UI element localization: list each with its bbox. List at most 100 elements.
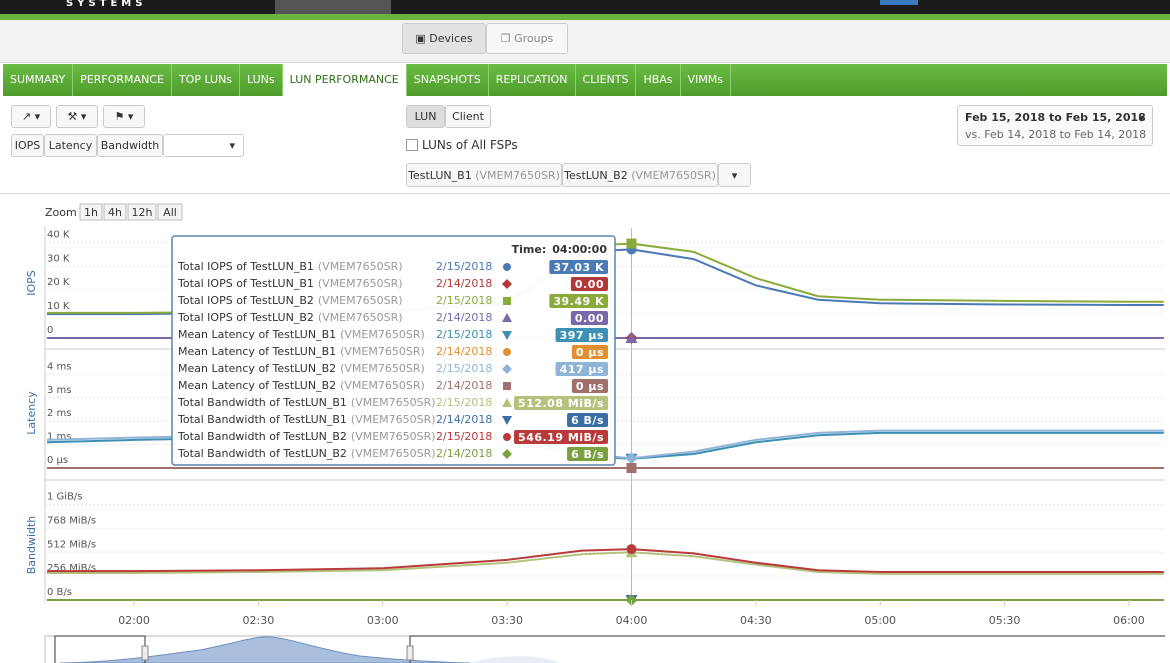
row-metric: Total IOPS of TestLUN_B1 [177,277,314,290]
metric-dropdown[interactable]: ▾ [163,134,244,157]
tab[interactable]: SUMMARY [3,64,74,96]
row-value: 39.49 K [553,295,604,308]
row-device: (VMEM7650SR) [340,328,425,341]
all-fsps-checkbox[interactable] [406,139,418,151]
tooltip-row: Total Bandwidth of TestLUN_B1 (VMEM7650SR… [177,413,436,426]
value-badge [549,294,608,308]
lun-chip[interactable]: TestLUN_B1 (VMEM7650SR) [406,163,562,187]
tooltip-row: Mean Latency of TestLUN_B1 (VMEM7650SR) [178,328,425,341]
tab[interactable]: CLIENTS [576,64,637,96]
y-tick-label: 768 MiB/s [47,515,96,526]
row-device: (VMEM7650SR) [351,413,436,426]
value-badge [567,413,608,427]
mode-lun[interactable]: LUN [406,105,445,128]
lun-device: (VMEM7650SR) [475,168,560,182]
navigator-handle[interactable] [406,645,414,661]
lun-dropdown[interactable]: ▾ [718,163,751,187]
tooltip-row: Total Bandwidth of TestLUN_B2 (VMEM7650SR… [177,430,436,443]
value-badge [514,430,608,444]
tab[interactable]: LUN PERFORMANCE [282,64,407,96]
lun-chip[interactable]: TestLUN_B2 (VMEM7650SR) [562,163,718,187]
zoom-option[interactable]: 4h [108,206,122,219]
x-tick-label: 03:30 [491,614,523,627]
zoom-button[interactable] [103,203,127,221]
tab[interactable]: TOP LUNs [172,64,241,96]
marker [503,297,511,305]
row-device: (VMEM7650SR) [318,294,403,307]
tooltip-row: Total IOPS of TestLUN_B1 (VMEM7650SR) [177,277,403,290]
mode-client[interactable]: Client [445,105,491,128]
date-range: Feb 15, 2018 to Feb 15, 2018 [965,110,1146,124]
row-device: (VMEM7650SR) [340,362,425,375]
series-line [47,551,1164,575]
tools-button[interactable]: ⚒ ▾ [56,105,98,128]
tooltip-time: Time: 04:00:00 [512,243,608,256]
marker [625,452,638,465]
metric-bandwidth[interactable]: Bandwidth [97,134,163,157]
lun-name: TestLUN_B2 [564,168,628,182]
marker [502,331,512,340]
tab[interactable]: PERFORMANCE [73,64,172,96]
zoom-button[interactable] [79,203,103,221]
row-date: 2/15/2018 [436,294,492,307]
row-value: 512.08 MiB/s [518,397,604,410]
view-label: Groups [514,32,554,45]
row-device: (VMEM7650SR) [351,396,436,409]
row-value: 6 B/s [571,448,604,461]
x-tick-label: 06:00 [1113,614,1145,627]
row-metric: Total IOPS of TestLUN_B1 [177,260,314,273]
tab[interactable]: REPLICATION [489,64,576,96]
x-tick-label: 03:00 [367,614,399,627]
marker [502,279,512,289]
zoom-button[interactable] [127,203,157,221]
marker [503,348,511,356]
export-button[interactable]: ↗ ▾ [11,105,51,128]
value-badge [571,379,608,393]
tab[interactable]: HBAs [636,64,681,96]
tooltip-row: Total IOPS of TestLUN_B2 (VMEM7650SR) [177,311,403,324]
row-device: (VMEM7650SR) [318,277,403,290]
view-groups[interactable]: ❐ Groups [486,23,568,54]
axis-title: Bandwidth [25,516,38,575]
time-value: 04:00:00 [552,243,607,256]
view-devices[interactable]: ▣ Devices [402,23,486,54]
row-value: 0.00 [575,278,604,291]
tooltip: Time: 04:00:00 Total IOPS of TestLUN_B1 (VM… [171,235,616,466]
y-tick-label: 256 MiB/s [47,563,96,574]
marker [502,364,512,374]
date-picker[interactable]: Feb 15, 2018 to Feb 15, 2018 vs. Feb 14,… [957,105,1153,146]
row-value: 0.00 [575,312,604,325]
tab[interactable]: VIMMs [681,64,732,96]
row-metric: Total Bandwidth of TestLUN_B2 [177,430,347,443]
row-metric: Total Bandwidth of TestLUN_B1 [177,413,347,426]
tooltip-row: Total Bandwidth of TestLUN_B1 (VMEM7650SR… [177,396,436,409]
metric-latency[interactable]: Latency [44,134,97,157]
row-metric: Mean Latency of TestLUN_B1 [178,328,336,341]
series-line [47,548,1164,573]
tab-bar: SUMMARY PERFORMANCE TOP LUNs LUNs LUN PERFOR… [3,64,1167,96]
row-device: (VMEM7650SR) [340,379,425,392]
value-badge [514,396,608,410]
tab[interactable]: SNAPSHOTS [407,64,489,96]
axis-title: IOPS [25,270,38,296]
metric-iops[interactable]: IOPS [11,134,44,157]
row-date: 2/15/2018 [436,430,492,443]
row-value: 0 µs [576,380,604,393]
y-tick-label: 2 ms [47,408,72,419]
y-tick-label: 0 µs [47,455,68,466]
zoom-option[interactable]: 1h [84,206,98,219]
row-date: 2/15/2018 [436,328,492,341]
row-value: 0 µs [576,346,604,359]
row-date: 2/15/2018 [436,396,492,409]
flag-button[interactable]: ⚑ ▾ [103,105,145,128]
navigator-handle[interactable] [141,645,149,661]
zoom-option[interactable]: 12h [132,206,153,219]
zoom-button[interactable] [157,203,183,221]
marker [503,382,511,390]
tab[interactable]: LUNs [240,64,283,96]
zoom-option[interactable]: All [163,206,177,219]
row-value: 417 µs [560,363,604,376]
row-date: 2/14/2018 [436,311,492,324]
marker [503,433,511,441]
